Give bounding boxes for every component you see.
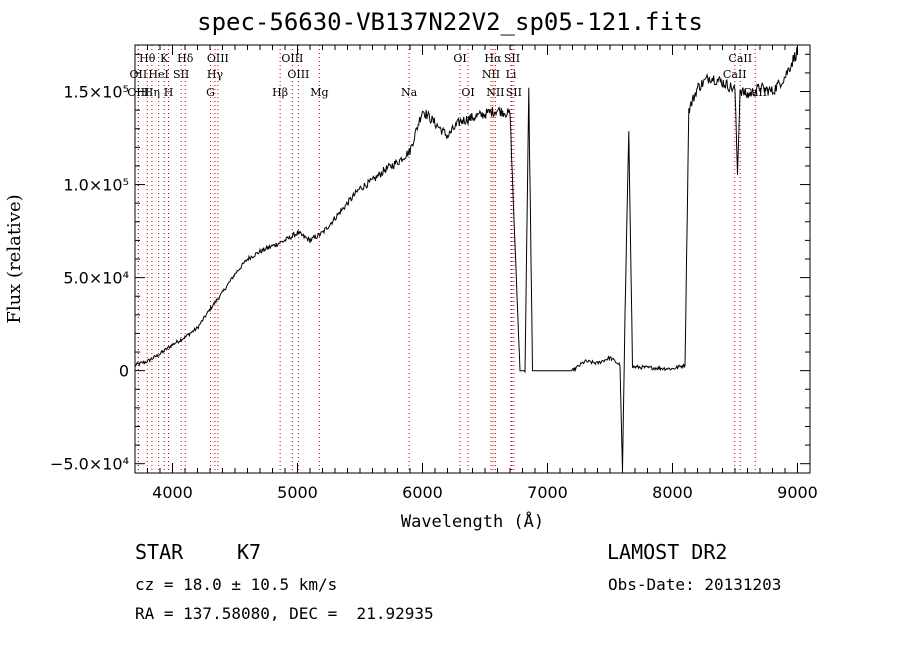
y-tick-label: −5.0×10⁴ [50, 455, 129, 474]
line-label: OI [461, 86, 474, 99]
line-label: NII [486, 86, 504, 99]
x-tick-label: 5000 [277, 483, 318, 502]
spectrum-line [135, 47, 798, 472]
class-label: STAR [135, 540, 184, 564]
line-label: CaII [743, 86, 767, 99]
line-label: OIII [207, 52, 229, 65]
x-axis-label: Wavelength (Å) [401, 510, 544, 532]
spectrum-layer [135, 47, 798, 472]
line-label: Hη [144, 86, 160, 99]
line-label: Hα [484, 52, 502, 65]
plot-frame [134, 44, 811, 474]
line-label: Hδ [177, 52, 194, 65]
line-label: G [206, 86, 215, 99]
x-tick-label: 6000 [402, 483, 443, 502]
y-tick-label: 0 [119, 362, 129, 381]
line-label: Hβ [272, 86, 288, 99]
survey-label: LAMOST DR2 [607, 540, 728, 564]
coordinates-label: RA = 137.58080, DEC = 21.92935 [135, 604, 434, 623]
line-label: SII [173, 68, 189, 81]
line-label: NII [482, 68, 500, 81]
line-label: HeI [148, 68, 168, 81]
chart-title: spec-56630-VB137N22V2_sp05-121.fits [197, 8, 703, 36]
line-label: OI [453, 52, 466, 65]
line-label: CaII [728, 52, 752, 65]
y-tick-label: 1.0×10⁵ [63, 176, 129, 195]
subclass-label: K7 [237, 540, 262, 564]
line-label: H [164, 86, 174, 99]
axes-layer: 4000 5000 6000 7000 8000 9000 −5.0×10⁴ 0 5.0×10⁴… [4, 44, 818, 532]
line-label: SII [504, 52, 520, 65]
line-markers-layer [137, 45, 756, 473]
obs-date-label: Obs-Date: 20131203 [608, 575, 782, 594]
line-label: Na [401, 86, 418, 99]
x-tick-label: 8000 [652, 483, 693, 502]
line-label: CaII [723, 68, 747, 81]
x-tick-label: 4000 [152, 483, 193, 502]
line-label: Mg [310, 86, 328, 99]
x-tick-label: 7000 [527, 483, 568, 502]
line-label: OIII [281, 52, 303, 65]
line-label: SII [506, 86, 522, 99]
line-label: OIII [127, 86, 149, 99]
y-tick-label: 1.5×10⁵ [63, 83, 129, 102]
line-label: Li [506, 68, 517, 81]
y-tick-label: 5.0×10⁴ [63, 269, 129, 288]
line-label: OII [130, 68, 148, 81]
line-label: Hθ [139, 52, 156, 65]
line-label: OIII [287, 68, 309, 81]
line-label: Hγ [207, 68, 224, 81]
y-axis-label: Flux (relative) [4, 194, 25, 323]
redshift-label: cz = 18.0 ± 10.5 km/s [135, 575, 338, 594]
x-tick-label: 9000 [777, 483, 818, 502]
line-label: K [160, 52, 169, 65]
